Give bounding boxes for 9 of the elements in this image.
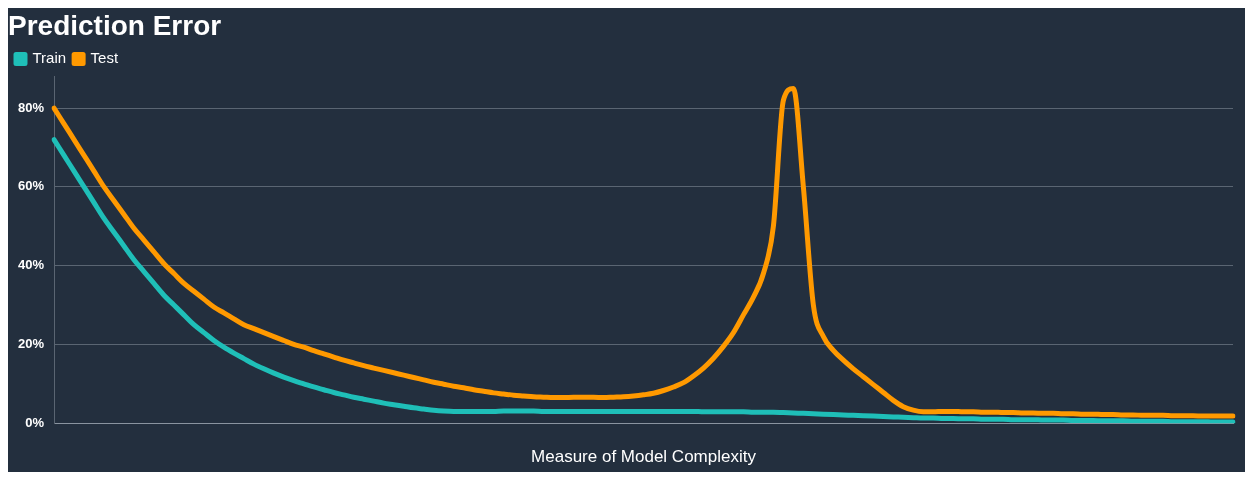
legend-label: Test (90, 49, 119, 67)
y-tick-label: 40% (17, 257, 45, 273)
y-tick-label: 0% (25, 414, 45, 430)
y-tick-label: 20% (17, 336, 45, 352)
y-tick-label: 60% (17, 178, 45, 194)
legend-label: Train (32, 49, 67, 67)
chart-title: Prediction Error (8, 9, 222, 41)
x-axis-title: Measure of Model Complexity (531, 447, 757, 467)
y-tick-label: 80% (17, 99, 45, 115)
